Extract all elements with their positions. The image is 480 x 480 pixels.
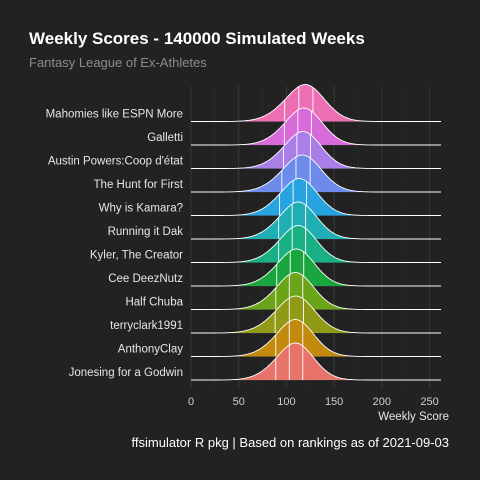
x-tick-label: 0 [188,396,194,408]
ridges [191,84,441,381]
x-tick-labels: 0 50 100 150 200 250 [188,396,439,408]
x-tick-label: 250 [420,396,438,408]
ridge-outline [191,131,441,169]
category-label: AnthonyClay [118,344,183,356]
ridge-fill [191,84,441,122]
category-label: Austin Powers:Coop d'état [48,156,184,168]
category-label: Mahomies like ESPN More [46,109,183,121]
ridge-fill [191,296,441,333]
ridge-outline [191,201,441,240]
ridge-fill [191,225,441,263]
category-label: Why is Kamara? [99,203,183,215]
ridge-outline [191,319,441,357]
category-label: Galletti [147,132,183,144]
ridge-outline [191,295,441,334]
chart-subtitle: Fantasy League of Ex-Athletes [29,55,207,70]
ridge-outline [191,107,441,146]
ridge-outline [191,342,441,381]
x-tick-label: 50 [233,396,245,408]
category-label: Kyler, The Creator [90,250,183,262]
category-label: Jonesing for a Godwin [69,367,183,379]
x-tick-label: 150 [325,396,343,408]
category-labels: Mahomies like ESPN More Galletti Austin Po… [46,109,184,380]
chart-title: Weekly Scores - 140000 Simulated Weeks [29,29,365,48]
category-label: terryclark1991 [110,320,183,332]
ridge-fill [191,202,441,239]
ridge-fill [191,155,441,192]
ridge-outline [191,84,441,122]
ridge-fill [191,178,441,216]
category-label: Cee DeezNutz [108,273,183,285]
x-tick-label: 200 [373,396,391,408]
category-label: The Hunt for First [94,179,184,191]
x-tick-label: 100 [277,396,295,408]
ridge-outline [191,272,441,310]
ridge-fill [191,343,441,380]
x-axis-title: Weekly Score [378,411,449,423]
chart-caption: ffsimulator R pkg | Based on rankings as… [132,435,449,450]
ridge-outline [191,225,441,263]
ridge-fill [191,108,441,145]
ridge-fill [191,249,441,286]
category-label: Half Chuba [125,297,183,309]
ridge-fill [191,131,441,169]
ridge-outline [191,154,441,193]
ridge-fill [191,272,441,310]
ridge-fill [191,319,441,357]
category-label: Running it Dak [108,226,184,238]
ridge-outline [191,248,441,287]
ridge-outline [191,178,441,216]
